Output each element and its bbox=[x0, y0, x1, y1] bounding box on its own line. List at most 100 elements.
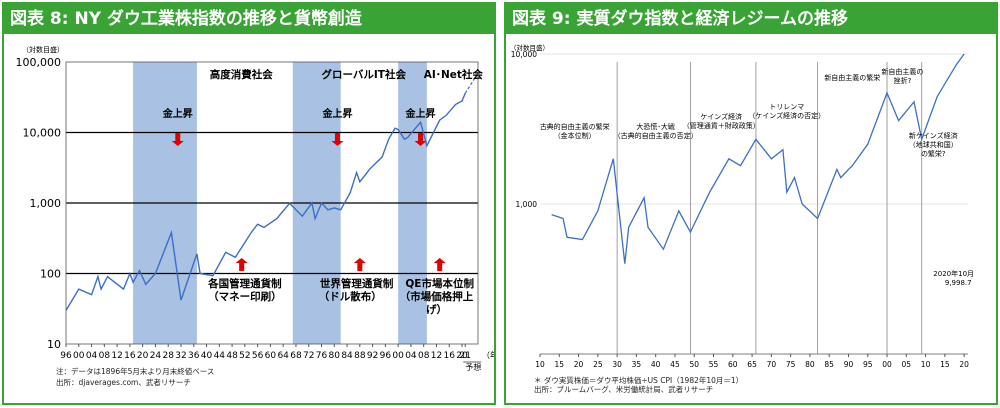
x-tick-label: 88 bbox=[354, 351, 366, 361]
x-tick-label: 80 bbox=[805, 360, 815, 369]
gold-label-2: 金上昇 bbox=[321, 107, 352, 120]
x-tick-label: 48 bbox=[226, 351, 238, 361]
x-tick-label: 40 bbox=[201, 351, 213, 361]
y-tick-label: 10 bbox=[47, 338, 61, 351]
x-tick-label: 16 bbox=[444, 351, 456, 361]
gold-arrow-2 bbox=[331, 133, 344, 146]
regime-label-3: （管理通貨＋財政政策） bbox=[683, 121, 760, 130]
regime-label-2: 大恐慌･大戦 bbox=[636, 122, 675, 131]
figure-9-note: ＊ ダウ実質株価＝ダウ平均株価÷US CPI（1982年10月＝1） bbox=[534, 376, 744, 385]
regime-label-7: の繁栄? bbox=[921, 149, 946, 158]
regime-label-1: （金本位制） bbox=[554, 131, 596, 140]
dow-line bbox=[65, 93, 466, 311]
figure-9-title: 図表 9: 実質ダウ指数と経済レジームの推移 bbox=[506, 4, 996, 34]
regime-label-5: 新自由主義の繁栄 bbox=[824, 73, 880, 82]
x-tick-label: 90 bbox=[844, 360, 854, 369]
x-tick-label: 25 bbox=[593, 360, 603, 369]
era-label-1: 高度消費社会 bbox=[210, 68, 273, 81]
y-tick-label: 10,000 bbox=[511, 50, 537, 59]
figure-8-source: 出所：djaverages.com、武者リサーチ bbox=[56, 378, 191, 387]
x-tick-label: 80 bbox=[329, 351, 341, 361]
x-tick-label: 04 bbox=[86, 351, 98, 361]
x-tick-label: 76 bbox=[316, 351, 328, 361]
money-label-2-sub: （ドル散布） bbox=[319, 290, 382, 303]
x-tick-label: 00 bbox=[392, 351, 404, 361]
figure-8-panel: 図表 8: NY ダウ工業株指数の推移と貨幣創造 10 100 1,000 10,00… bbox=[2, 2, 496, 405]
x-axis-label: （年） bbox=[482, 350, 494, 360]
real-dow-line bbox=[551, 53, 965, 264]
x-tick-label: 16 bbox=[124, 351, 136, 361]
y-axis-label: （対数目盛） bbox=[510, 43, 549, 52]
figure-9-source: 出所：ブルームバーグ、米労働統計局、武者リサーチ bbox=[534, 385, 714, 394]
regime-label-6: 新自由主義の bbox=[881, 67, 923, 76]
y-tick-label: 1,000 bbox=[516, 200, 538, 209]
regime-label-2: （古典的自由主義の否定） bbox=[614, 131, 698, 140]
regime-label-7: （地球共和国） bbox=[909, 140, 958, 149]
x-tick-label: 36 bbox=[188, 351, 200, 361]
x-tick-label: 32 bbox=[175, 351, 186, 361]
x-tick-label: 45 bbox=[670, 360, 680, 369]
latest-value-label: 9,998.7 bbox=[945, 279, 972, 287]
x-tick-label: 28 bbox=[162, 351, 174, 361]
money-arrow-1 bbox=[235, 258, 248, 271]
forecast-label: 予想 bbox=[465, 362, 481, 372]
x-tick-label: 12 bbox=[431, 351, 442, 361]
era-label-2: グローバルIT社会 bbox=[322, 68, 407, 81]
money-arrow-2 bbox=[353, 258, 366, 271]
regime-label-7: 新ケインズ経済 bbox=[909, 131, 958, 140]
regime-label-6: 挫折? bbox=[894, 76, 912, 85]
x-tick-label: 96 bbox=[380, 351, 392, 361]
x-tick-label: 92 bbox=[367, 351, 378, 361]
x-tick-label: 75 bbox=[786, 360, 796, 369]
x-tick-label: 50 bbox=[689, 360, 699, 369]
x-tick-label: 20 bbox=[137, 351, 149, 361]
gold-label-3: 金上昇 bbox=[405, 107, 436, 120]
dow-real-chart: （対数目盛） 1,000 10,000 10 15 20 25 30 35 40 45 50 55 60 6… bbox=[510, 43, 974, 369]
x-tick-label: 35 bbox=[632, 360, 642, 369]
y-tick-label: 100,000 bbox=[16, 56, 62, 69]
gold-arrow-3 bbox=[414, 133, 427, 146]
x-tick-label: 68 bbox=[290, 351, 302, 361]
regime-label-1: 古典的自由主義の繁栄 bbox=[540, 122, 610, 131]
x-tick-label: 84 bbox=[341, 351, 353, 361]
x-tick-label: 10 bbox=[535, 360, 545, 369]
x-tick-label: 10 bbox=[921, 360, 931, 369]
x-tick-label: 15 bbox=[940, 360, 950, 369]
figure-8-title: 図表 8: NY ダウ工業株指数の推移と貨幣創造 bbox=[4, 4, 494, 34]
gold-arrow-1 bbox=[171, 133, 184, 146]
x-tick-label: 20 bbox=[574, 360, 584, 369]
x-tick-label: 60 bbox=[728, 360, 738, 369]
latest-date-label: 2020年10月 bbox=[933, 269, 974, 278]
x-tick-label: 00 bbox=[73, 351, 85, 361]
x-tick-label: 04 bbox=[405, 351, 417, 361]
figure-8-note: 注：データは1896年5月末より月末終値ベース bbox=[56, 367, 215, 376]
regime-label-4: トリレンマ bbox=[769, 103, 804, 111]
x-tick-label: 44 bbox=[214, 351, 226, 361]
x-tick-label: 20 bbox=[456, 351, 468, 361]
x-tick-label: 24 bbox=[150, 351, 162, 361]
x-tick-label: 00 bbox=[882, 360, 892, 369]
x-tick-label: 30 bbox=[612, 360, 622, 369]
x-tick-label: 56 bbox=[252, 351, 264, 361]
x-tick-label: 85 bbox=[824, 360, 834, 369]
money-label-2: 世界管理通貨制 bbox=[320, 277, 394, 290]
x-tick-label: 08 bbox=[418, 351, 430, 361]
x-tick-label: 12 bbox=[111, 351, 122, 361]
money-label-1: 各国管理通貨制 bbox=[207, 277, 282, 290]
x-tick-label: 95 bbox=[863, 360, 873, 369]
y-tick-label: 1,000 bbox=[30, 197, 62, 210]
money-arrow-3 bbox=[433, 258, 446, 271]
money-label-3: QE市場本位制 bbox=[405, 277, 474, 290]
era-label-3: AI･Net社会 bbox=[424, 68, 484, 81]
y-axis-label: （対数目盛） bbox=[22, 45, 64, 54]
y-tick-label: 10,000 bbox=[23, 127, 62, 140]
x-tick-label: 64 bbox=[277, 351, 289, 361]
x-tick-label: 72 bbox=[303, 351, 314, 361]
forecast-dash bbox=[464, 72, 479, 94]
x-tick-label: 08 bbox=[99, 351, 111, 361]
regime-label-4: （ケインズ経済の否定） bbox=[748, 111, 825, 120]
x-tick-label: 21 bbox=[459, 351, 470, 361]
x-tick-label: 05 bbox=[902, 360, 912, 369]
y-tick-label: 100 bbox=[40, 268, 61, 281]
